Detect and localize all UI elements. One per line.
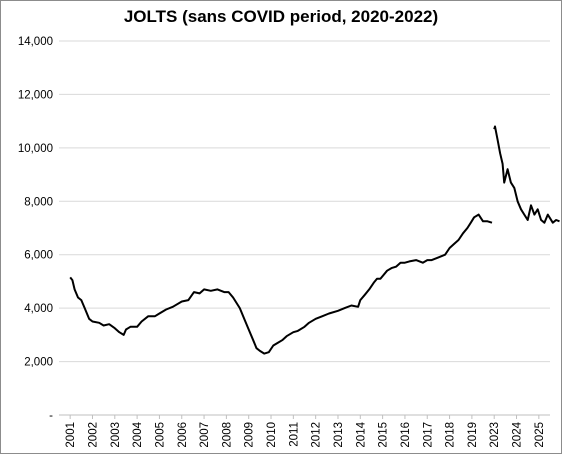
x-tick-label: 2001 bbox=[65, 422, 77, 448]
x-tick-label: 2004 bbox=[132, 421, 144, 447]
y-tick-label: 10,000 bbox=[18, 143, 53, 155]
series-lines bbox=[69, 125, 560, 355]
x-tick-label: 2018 bbox=[445, 422, 457, 448]
y-tick-label: 6,000 bbox=[24, 250, 53, 262]
gridlines bbox=[59, 40, 550, 416]
x-axis-ticks: 2001 2002 2003 2004 2005 2006 2007 2008 2009 2010… bbox=[65, 415, 546, 448]
x-tick-label: 2008 bbox=[221, 422, 233, 448]
x-tick-label: 2006 bbox=[177, 422, 189, 448]
x-tick-label: 2017 bbox=[422, 422, 434, 448]
y-tick-label: 2,000 bbox=[24, 357, 53, 369]
y-tick-label: 12,000 bbox=[18, 89, 53, 101]
x-tick-label: 2009 bbox=[244, 422, 256, 448]
x-tick-label: 2013 bbox=[333, 422, 345, 448]
series-line-segment bbox=[69, 213, 493, 355]
x-tick-label: 2007 bbox=[199, 422, 211, 448]
x-tick-label: 2015 bbox=[378, 422, 390, 448]
x-tick-label: 2024 bbox=[512, 421, 524, 447]
y-tick-label: - bbox=[49, 410, 53, 422]
x-tick-label: 2025 bbox=[534, 422, 546, 448]
x-tick-label: 2014 bbox=[355, 421, 367, 447]
y-tick-label: 14,000 bbox=[18, 36, 53, 48]
x-tick-label: 2016 bbox=[400, 422, 412, 448]
y-tick-label: 4,000 bbox=[24, 303, 53, 315]
y-tick-label: 8,000 bbox=[24, 196, 53, 208]
x-tick-label: 2005 bbox=[154, 422, 166, 448]
x-tick-label: 2019 bbox=[467, 422, 479, 448]
x-tick-label: 2023 bbox=[489, 422, 501, 448]
series-line-segment bbox=[493, 125, 560, 224]
x-tick-label: 2011 bbox=[288, 422, 300, 447]
y-axis-ticks: - 2,000 4,000 6,000 8,000 10,000 12,000 14,000 bbox=[18, 36, 53, 422]
x-tick-label: 2012 bbox=[311, 422, 323, 448]
x-tick-label: 2010 bbox=[266, 422, 278, 448]
chart-title: JOLTS (sans COVID period, 2020-2022) bbox=[123, 7, 439, 26]
x-tick-label: 2003 bbox=[110, 422, 122, 448]
x-tick-label: 2002 bbox=[87, 422, 99, 448]
